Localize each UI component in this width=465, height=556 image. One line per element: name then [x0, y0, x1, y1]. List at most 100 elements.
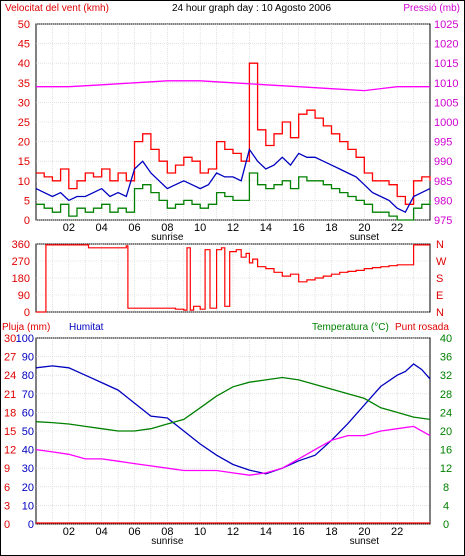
dew-point-axis-title: Punt rosada: [395, 322, 449, 333]
series-wind_direction: [36, 244, 430, 313]
rain-y-tick-label: 18: [4, 407, 16, 419]
rain-y-tick-label: 6: [4, 482, 10, 494]
compass-label: N: [436, 307, 444, 319]
series-dew_point: [35, 425, 431, 476]
hour-tick-label: 18: [325, 526, 337, 538]
rain-y-tick-label: 9: [4, 463, 10, 475]
pressure-y-tick-label: 995: [434, 137, 452, 149]
temperature-y-tick-label: 28: [440, 389, 452, 401]
pressure-y-tick-label: 990: [434, 156, 452, 168]
temperature-y-tick-label: 4: [443, 500, 449, 512]
hour-tick-label: 16: [293, 526, 305, 538]
temperature-y-tick-label: 20: [440, 426, 452, 438]
direction-y-tick-label: 90: [18, 290, 30, 302]
wind-y-tick-label: 25: [18, 117, 30, 129]
pressure-y-tick-label: 1000: [434, 117, 458, 129]
hour-tick-label: 12: [227, 526, 239, 538]
compass-label: W: [436, 256, 447, 268]
pressure-axis-title: Pressió (mb): [403, 3, 460, 14]
rain-y-tick-label: 21: [4, 389, 16, 401]
wind-axis-title: Velocitat del vent (kmh): [5, 3, 109, 14]
pressure-y-tick-label: 985: [434, 176, 452, 188]
hour-tick-label: 18: [325, 222, 337, 234]
sunset-label: sunset: [350, 232, 380, 243]
humidity-y-tick-label: 100: [16, 333, 34, 345]
pressure-y-tick-label: 1025: [434, 19, 458, 31]
pressure-y-tick-label: 975: [434, 215, 452, 227]
rain-y-tick-label: 3: [4, 500, 10, 512]
humidity-y-tick-label: 0: [28, 519, 34, 531]
rain-y-tick-label: 0: [4, 519, 10, 531]
hour-tick-label: 22: [391, 526, 403, 538]
humidity-y-tick-label: 70: [22, 389, 34, 401]
chart-title: 24 hour graph day : 10 Agosto 2006: [172, 3, 331, 14]
wind-y-tick-label: 20: [18, 137, 30, 149]
temperature-y-tick-label: 24: [440, 407, 452, 419]
humidity-y-tick-label: 20: [22, 482, 34, 494]
humidity-y-tick-label: 80: [22, 370, 34, 382]
series-pressure: [36, 80, 430, 92]
hour-tick-label: 08: [161, 222, 173, 234]
compass-label: S: [436, 273, 443, 285]
sunrise-label: sunrise: [151, 536, 184, 547]
humidity-y-tick-label: 60: [22, 407, 34, 419]
series-wind_min: [36, 172, 431, 221]
compass-label: N: [436, 239, 444, 251]
hour-tick-label: 02: [63, 526, 75, 538]
temperature-y-tick-label: 8: [443, 482, 449, 494]
temperature-y-tick-label: 0: [443, 519, 449, 531]
hour-tick-label: 10: [194, 526, 206, 538]
wind-y-tick-label: 5: [24, 195, 30, 207]
humidity-y-tick-label: 30: [22, 463, 34, 475]
hour-tick-label: 22: [391, 222, 403, 234]
direction-y-tick-label: 360: [12, 239, 30, 251]
hour-tick-label: 16: [293, 222, 305, 234]
humidity-y-tick-label: 40: [22, 445, 34, 457]
humidity-y-tick-label: 50: [22, 426, 34, 438]
hour-tick-label: 20: [358, 526, 370, 538]
hour-tick-label: 20: [358, 222, 370, 234]
humidity-axis-title: Humitat: [69, 322, 104, 333]
wind-y-tick-label: 45: [18, 39, 30, 51]
series-humidity: [35, 363, 431, 475]
temperature-y-tick-label: 16: [440, 445, 452, 457]
wind-y-tick-label: 50: [18, 19, 30, 31]
temperature-y-tick-label: 36: [440, 352, 452, 364]
temperature-axis-title: Temperatura (°C): [312, 322, 389, 333]
hour-tick-label: 04: [96, 526, 108, 538]
hour-tick-label: 14: [260, 222, 272, 234]
humidity-y-tick-label: 90: [22, 352, 34, 364]
hour-tick-label: 10: [194, 222, 206, 234]
hour-tick-label: 14: [260, 526, 272, 538]
sunset-label: sunset: [350, 536, 380, 547]
rain-y-tick-label: 30: [4, 333, 16, 345]
hour-tick-label: 06: [128, 222, 140, 234]
wind-y-tick-label: 35: [18, 78, 30, 90]
wind-y-tick-label: 30: [18, 97, 30, 109]
pressure-y-tick-label: 980: [434, 195, 452, 207]
rain-y-tick-label: 24: [4, 370, 16, 382]
direction-y-tick-label: 180: [12, 273, 30, 285]
wind-y-tick-label: 10: [18, 176, 30, 188]
sunrise-label: sunrise: [151, 232, 184, 243]
series-wind_avg: [35, 147, 431, 214]
direction-y-tick-label: 270: [12, 256, 30, 268]
rain-y-tick-label: 12: [4, 445, 16, 457]
wind-y-tick-label: 15: [18, 156, 30, 168]
compass-label: E: [436, 290, 443, 302]
hour-tick-label: 12: [227, 222, 239, 234]
hour-tick-label: 06: [128, 526, 140, 538]
pressure-y-tick-label: 1005: [434, 97, 458, 109]
wind-y-tick-label: 40: [18, 58, 30, 70]
direction-y-tick-label: 0: [24, 307, 30, 319]
temperature-y-tick-label: 32: [440, 370, 452, 382]
series-temperature: [35, 376, 431, 432]
humidity-y-tick-label: 10: [22, 500, 34, 512]
temperature-y-tick-label: 40: [440, 333, 452, 345]
wind-pressure-panel: 0510152025303540455097598098599099510001…: [18, 19, 459, 243]
temperature-y-tick-label: 12: [440, 463, 452, 475]
